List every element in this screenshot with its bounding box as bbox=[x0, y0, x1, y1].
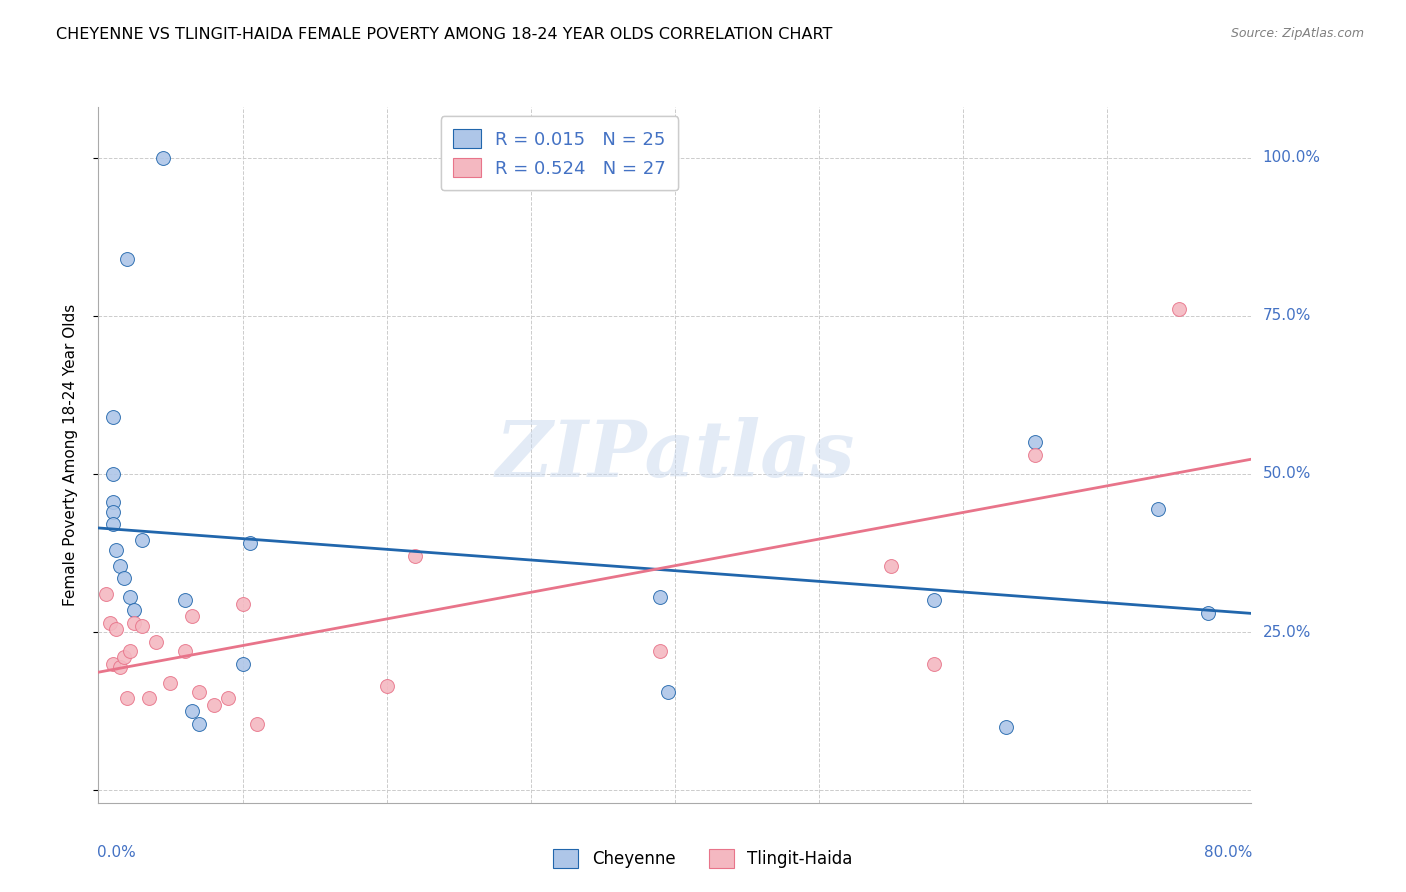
Legend: Cheyenne, Tlingit-Haida: Cheyenne, Tlingit-Haida bbox=[547, 843, 859, 875]
Point bbox=[202, 698, 225, 712]
Point bbox=[650, 644, 672, 658]
Point bbox=[922, 657, 945, 671]
Text: 25.0%: 25.0% bbox=[1263, 624, 1310, 640]
Point bbox=[922, 593, 945, 607]
Point bbox=[1168, 302, 1191, 317]
Point bbox=[101, 495, 124, 509]
Text: 80.0%: 80.0% bbox=[1204, 845, 1253, 860]
Point bbox=[181, 609, 204, 624]
Point bbox=[138, 691, 160, 706]
Point bbox=[188, 685, 211, 699]
Point bbox=[101, 505, 124, 519]
Point bbox=[657, 685, 679, 699]
Point bbox=[131, 533, 153, 548]
Point bbox=[104, 542, 127, 557]
Text: CHEYENNE VS TLINGIT-HAIDA FEMALE POVERTY AMONG 18-24 YEAR OLDS CORRELATION CHART: CHEYENNE VS TLINGIT-HAIDA FEMALE POVERTY… bbox=[56, 27, 832, 42]
Legend: R = 0.015   N = 25, R = 0.524   N = 27: R = 0.015 N = 25, R = 0.524 N = 27 bbox=[441, 116, 678, 190]
Point bbox=[231, 597, 254, 611]
Text: Source: ZipAtlas.com: Source: ZipAtlas.com bbox=[1230, 27, 1364, 40]
Point bbox=[174, 644, 197, 658]
Y-axis label: Female Poverty Among 18-24 Year Olds: Female Poverty Among 18-24 Year Olds bbox=[63, 304, 77, 606]
Point bbox=[1024, 448, 1046, 462]
Point bbox=[995, 720, 1018, 734]
Point bbox=[101, 517, 124, 532]
Point bbox=[188, 716, 211, 731]
Point bbox=[124, 615, 146, 630]
Point bbox=[375, 679, 398, 693]
Point bbox=[145, 634, 167, 648]
Point bbox=[131, 618, 153, 632]
Point bbox=[231, 657, 254, 671]
Point bbox=[1024, 435, 1046, 450]
Point bbox=[108, 660, 131, 674]
Point bbox=[101, 657, 124, 671]
Text: 75.0%: 75.0% bbox=[1263, 309, 1310, 323]
Point bbox=[112, 571, 135, 585]
Point bbox=[217, 691, 239, 706]
Point bbox=[1197, 606, 1219, 620]
Point bbox=[239, 536, 262, 550]
Point bbox=[650, 591, 672, 605]
Point bbox=[94, 587, 117, 601]
Point bbox=[1146, 501, 1168, 516]
Point bbox=[104, 622, 127, 636]
Point bbox=[101, 409, 124, 424]
Point bbox=[152, 151, 174, 165]
Point bbox=[124, 603, 146, 617]
Text: 0.0%: 0.0% bbox=[97, 845, 136, 860]
Point bbox=[174, 593, 197, 607]
Text: 100.0%: 100.0% bbox=[1263, 150, 1320, 165]
Point bbox=[405, 549, 427, 563]
Point bbox=[120, 644, 142, 658]
Point bbox=[117, 691, 138, 706]
Point bbox=[880, 558, 903, 573]
Text: ZIPatlas: ZIPatlas bbox=[495, 417, 855, 493]
Point bbox=[101, 467, 124, 481]
Point bbox=[117, 252, 138, 266]
Point bbox=[246, 716, 269, 731]
Text: 50.0%: 50.0% bbox=[1263, 467, 1310, 482]
Point bbox=[112, 650, 135, 665]
Point bbox=[108, 558, 131, 573]
Point bbox=[159, 675, 181, 690]
Point bbox=[181, 704, 204, 718]
Point bbox=[98, 615, 121, 630]
Point bbox=[120, 591, 142, 605]
